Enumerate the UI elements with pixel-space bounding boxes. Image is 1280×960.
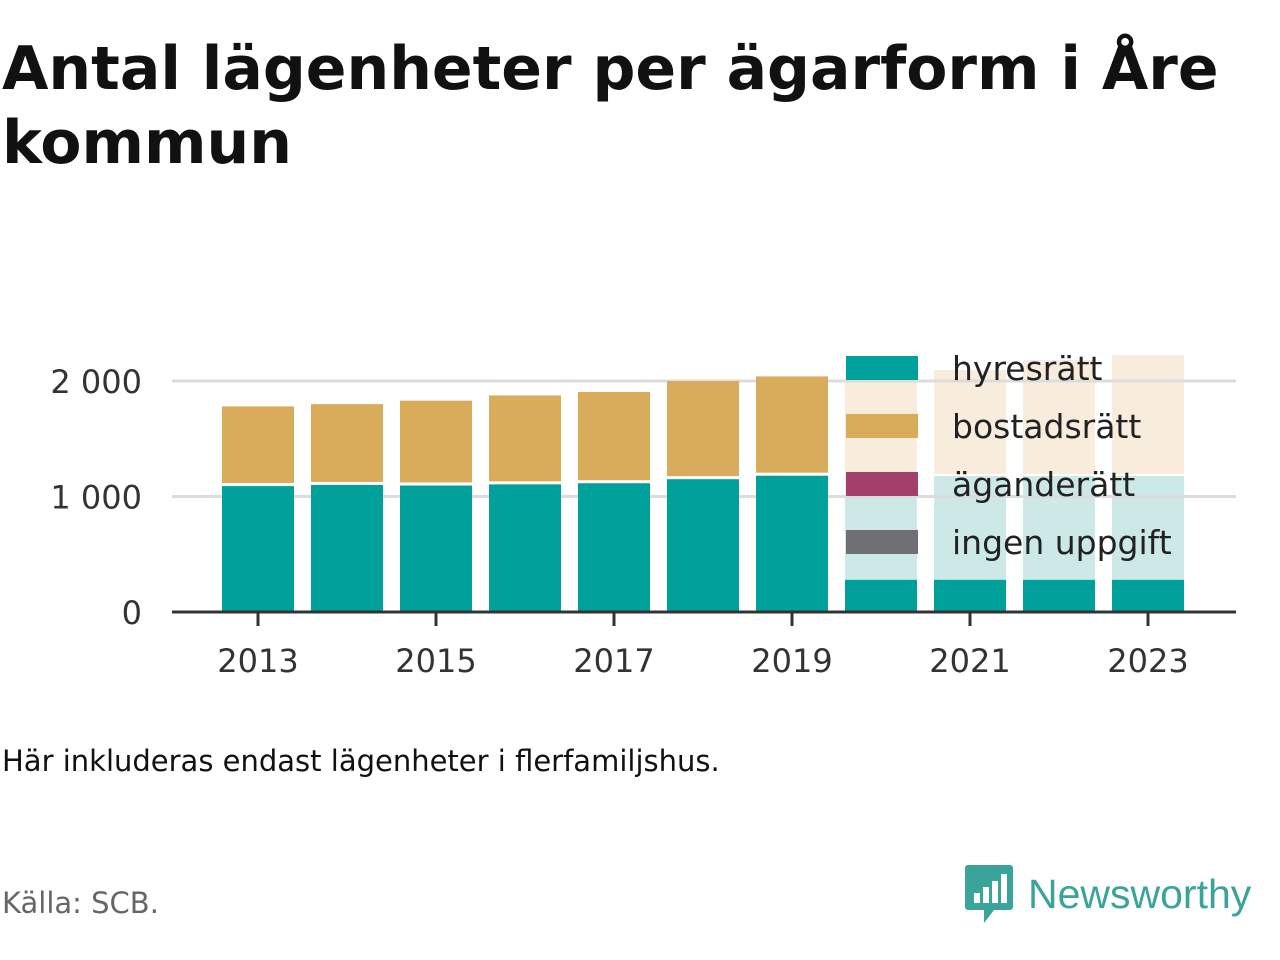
brand-logo: Newsworthy [964, 862, 1251, 926]
legend-swatch-ingen-uppgift [846, 530, 918, 554]
faded-bar-hyresratt-2023 [1112, 476, 1184, 579]
legend-swatch-aganderatt [846, 472, 918, 496]
bar-bostadsratt-2017 [578, 391, 650, 481]
bar-hyresratt-2013 [222, 486, 294, 612]
chart-note: Här inkluderas endast lägenheter i flerf… [2, 744, 720, 778]
bar-hyresratt-2020 [845, 579, 917, 612]
legend-label-aganderatt: äganderätt [952, 465, 1135, 504]
faded-bar-bostadsratt-2023 [1112, 355, 1184, 474]
x-tick-label: 2013 [217, 642, 298, 680]
x-tick-label: 2023 [1107, 642, 1188, 680]
chart-source: Källa: SCB. [2, 886, 159, 920]
y-tick-label: 2 000 [50, 363, 142, 401]
x-tick-label: 2017 [573, 642, 654, 680]
faded-bar-hyresratt-2022 [1023, 476, 1095, 579]
bar-hyresratt-2023 [1112, 579, 1184, 612]
bar-hyresratt-2021 [934, 579, 1006, 612]
x-tick-label: 2015 [395, 642, 476, 680]
legend: hyresrätt bostadsrätt äganderätt ingen uppg… [846, 349, 1172, 562]
bar-hyresratt-2022 [1023, 579, 1095, 612]
faded-bar-hyresratt-2021 [934, 476, 1006, 579]
bar-bostadsratt-2015 [400, 400, 472, 483]
bar-hyresratt-2014 [311, 484, 383, 612]
legend-label-hyresratt: hyresrätt [952, 349, 1103, 388]
bar-hyresratt-2018 [667, 479, 739, 612]
brand-name: Newsworthy [1028, 870, 1252, 917]
x-tick-label: 2019 [751, 642, 832, 680]
bar-hyresratt-2016 [489, 484, 561, 612]
bar-bostadsratt-2013 [222, 406, 294, 484]
bar-hyresratt-2017 [578, 483, 650, 612]
faded-bars [845, 355, 1184, 579]
faded-bar-bostadsratt-2022 [1023, 360, 1095, 474]
bar-bostadsratt-2014 [311, 404, 383, 482]
legend-swatch-hyresratt [846, 356, 918, 380]
chart-title: Antal lägenheter per ägarform i Åre komm… [2, 34, 1219, 178]
axes: 0 1 000 2 000 2013 2015 2017 2019 2021 2023 [50, 363, 1236, 680]
bar-bostadsratt-2016 [489, 395, 561, 482]
y-tick-label: 0 [122, 594, 142, 632]
y-tick-label: 1 000 [50, 479, 142, 517]
bars [222, 376, 1184, 612]
bar-hyresratt-2015 [400, 485, 472, 612]
legend-label-bostadsratt: bostadsrätt [952, 407, 1141, 446]
bar-bostadsratt-2019 [756, 376, 828, 473]
chart-area: 0 1 000 2 000 2013 2015 2017 2019 2021 2023 hyre… [50, 349, 1236, 680]
bar-bostadsratt-2018 [667, 381, 739, 477]
legend-swatch-bostadsratt [846, 414, 918, 438]
bar-hyresratt-2019 [756, 475, 828, 612]
legend-label-ingen-uppgift: ingen uppgift [952, 523, 1172, 562]
faded-bar-bostadsratt-2021 [934, 370, 1006, 474]
x-tick-label: 2021 [929, 642, 1010, 680]
newsworthy-logo-icon [965, 865, 1013, 923]
